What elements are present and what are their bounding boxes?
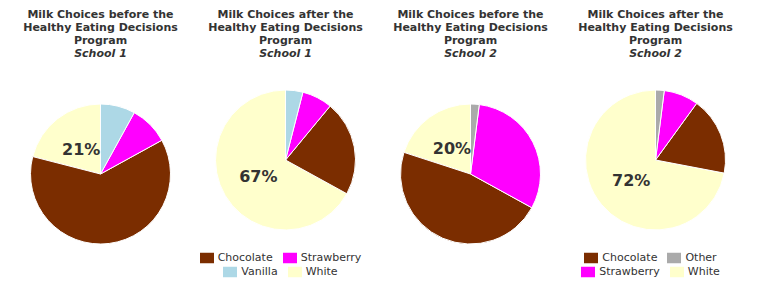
html-text:White: White — [305, 265, 338, 278]
html-text:Strawberry: Strawberry — [599, 265, 660, 278]
html-text:School 2: School 2 — [629, 47, 682, 60]
html-text:School 2: School 2 — [444, 47, 497, 60]
html-text:Vanilla: Vanilla — [241, 265, 278, 278]
html-text:Chocolate: Chocolate — [602, 251, 658, 264]
html-text:School 1: School 1 — [74, 47, 127, 60]
html-text:School 1: School 1 — [259, 47, 312, 60]
svg-text:72%: 72% — [612, 171, 650, 190]
svg-text:67%: 67% — [239, 167, 277, 186]
html-text:White: White — [687, 265, 720, 278]
html-text:Milk Choices after the Healthy: Milk Choices after the Healthy Eating De… — [208, 8, 363, 47]
svg-text:20%: 20% — [433, 139, 471, 158]
html-text:Chocolate: Chocolate — [217, 251, 273, 264]
html-text:Strawberry: Strawberry — [300, 251, 362, 264]
html-text:Milk Choices before the Health: Milk Choices before the Healthy Eating D… — [23, 8, 178, 47]
svg-text:21%: 21% — [62, 140, 100, 159]
html-text:Milk Choices before the Health: Milk Choices before the Healthy Eating D… — [393, 8, 548, 47]
html-text:Milk Choices after the Healthy: Milk Choices after the Healthy Eating De… — [578, 8, 733, 47]
html-text:Other: Other — [685, 251, 717, 264]
